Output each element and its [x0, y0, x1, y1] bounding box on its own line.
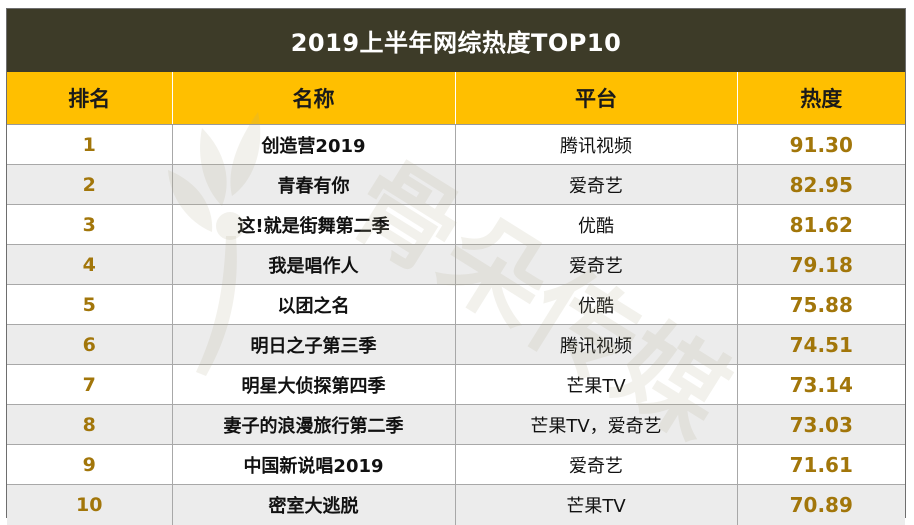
rank-cell: 4	[7, 245, 172, 285]
table-row: 2 青春有你 爱奇艺 82.95	[7, 165, 905, 205]
heat-cell: 75.88	[737, 285, 905, 325]
platform-cell: 优酷	[455, 205, 737, 245]
rank-cell: 6	[7, 325, 172, 365]
rank-cell: 1	[7, 125, 172, 165]
table-row: 8 妻子的浪漫旅行第二季 芒果TV，爱奇艺 73.03	[7, 405, 905, 445]
heat-cell: 79.18	[737, 245, 905, 285]
table-row: 1 创造营2019 腾讯视频 91.30	[7, 125, 905, 165]
platform-cell: 爱奇艺	[455, 445, 737, 485]
header-rank: 排名	[7, 72, 172, 125]
rank-cell: 9	[7, 445, 172, 485]
table-row: 6 明日之子第三季 腾讯视频 74.51	[7, 325, 905, 365]
platform-cell: 爱奇艺	[455, 165, 737, 205]
show-name-cell: 这!就是街舞第二季	[172, 205, 455, 245]
header-platform: 平台	[455, 72, 737, 125]
show-name-cell: 密室大逃脱	[172, 485, 455, 525]
rank-cell: 7	[7, 365, 172, 405]
table-row: 9 中国新说唱2019 爱奇艺 71.61	[7, 445, 905, 485]
table-row: 4 我是唱作人 爱奇艺 79.18	[7, 245, 905, 285]
heat-cell: 74.51	[737, 325, 905, 365]
rank-cell: 8	[7, 405, 172, 445]
header-heat: 热度	[737, 72, 905, 125]
heat-cell: 82.95	[737, 165, 905, 205]
ranking-table: 排名 名称 平台 热度 1 创造营2019 腾讯视频 91.30 2 青春有你 …	[7, 72, 905, 525]
header-name: 名称	[172, 72, 455, 125]
platform-cell: 爱奇艺	[455, 245, 737, 285]
ranking-table-card: 2019上半年网综热度TOP10 排名 名称 平台 热度 1 创造营2019 腾…	[6, 8, 906, 518]
show-name-cell: 中国新说唱2019	[172, 445, 455, 485]
platform-cell: 芒果TV，爱奇艺	[455, 405, 737, 445]
show-name-cell: 明日之子第三季	[172, 325, 455, 365]
platform-cell: 优酷	[455, 285, 737, 325]
heat-cell: 73.14	[737, 365, 905, 405]
show-name-cell: 明星大侦探第四季	[172, 365, 455, 405]
show-name-cell: 青春有你	[172, 165, 455, 205]
platform-cell: 芒果TV	[455, 485, 737, 525]
rank-cell: 10	[7, 485, 172, 525]
show-name-cell: 以团之名	[172, 285, 455, 325]
heat-cell: 73.03	[737, 405, 905, 445]
show-name-cell: 我是唱作人	[172, 245, 455, 285]
heat-cell: 71.61	[737, 445, 905, 485]
platform-cell: 腾讯视频	[455, 125, 737, 165]
table-row: 3 这!就是街舞第二季 优酷 81.62	[7, 205, 905, 245]
header-row: 排名 名称 平台 热度	[7, 72, 905, 125]
heat-cell: 91.30	[737, 125, 905, 165]
heat-cell: 70.89	[737, 485, 905, 525]
rank-cell: 3	[7, 205, 172, 245]
rank-cell: 5	[7, 285, 172, 325]
platform-cell: 芒果TV	[455, 365, 737, 405]
table-row: 7 明星大侦探第四季 芒果TV 73.14	[7, 365, 905, 405]
show-name-cell: 妻子的浪漫旅行第二季	[172, 405, 455, 445]
show-name-cell: 创造营2019	[172, 125, 455, 165]
table-row: 5 以团之名 优酷 75.88	[7, 285, 905, 325]
rank-cell: 2	[7, 165, 172, 205]
platform-cell: 腾讯视频	[455, 325, 737, 365]
table-row: 10 密室大逃脱 芒果TV 70.89	[7, 485, 905, 525]
table-title: 2019上半年网综热度TOP10	[7, 9, 905, 72]
heat-cell: 81.62	[737, 205, 905, 245]
